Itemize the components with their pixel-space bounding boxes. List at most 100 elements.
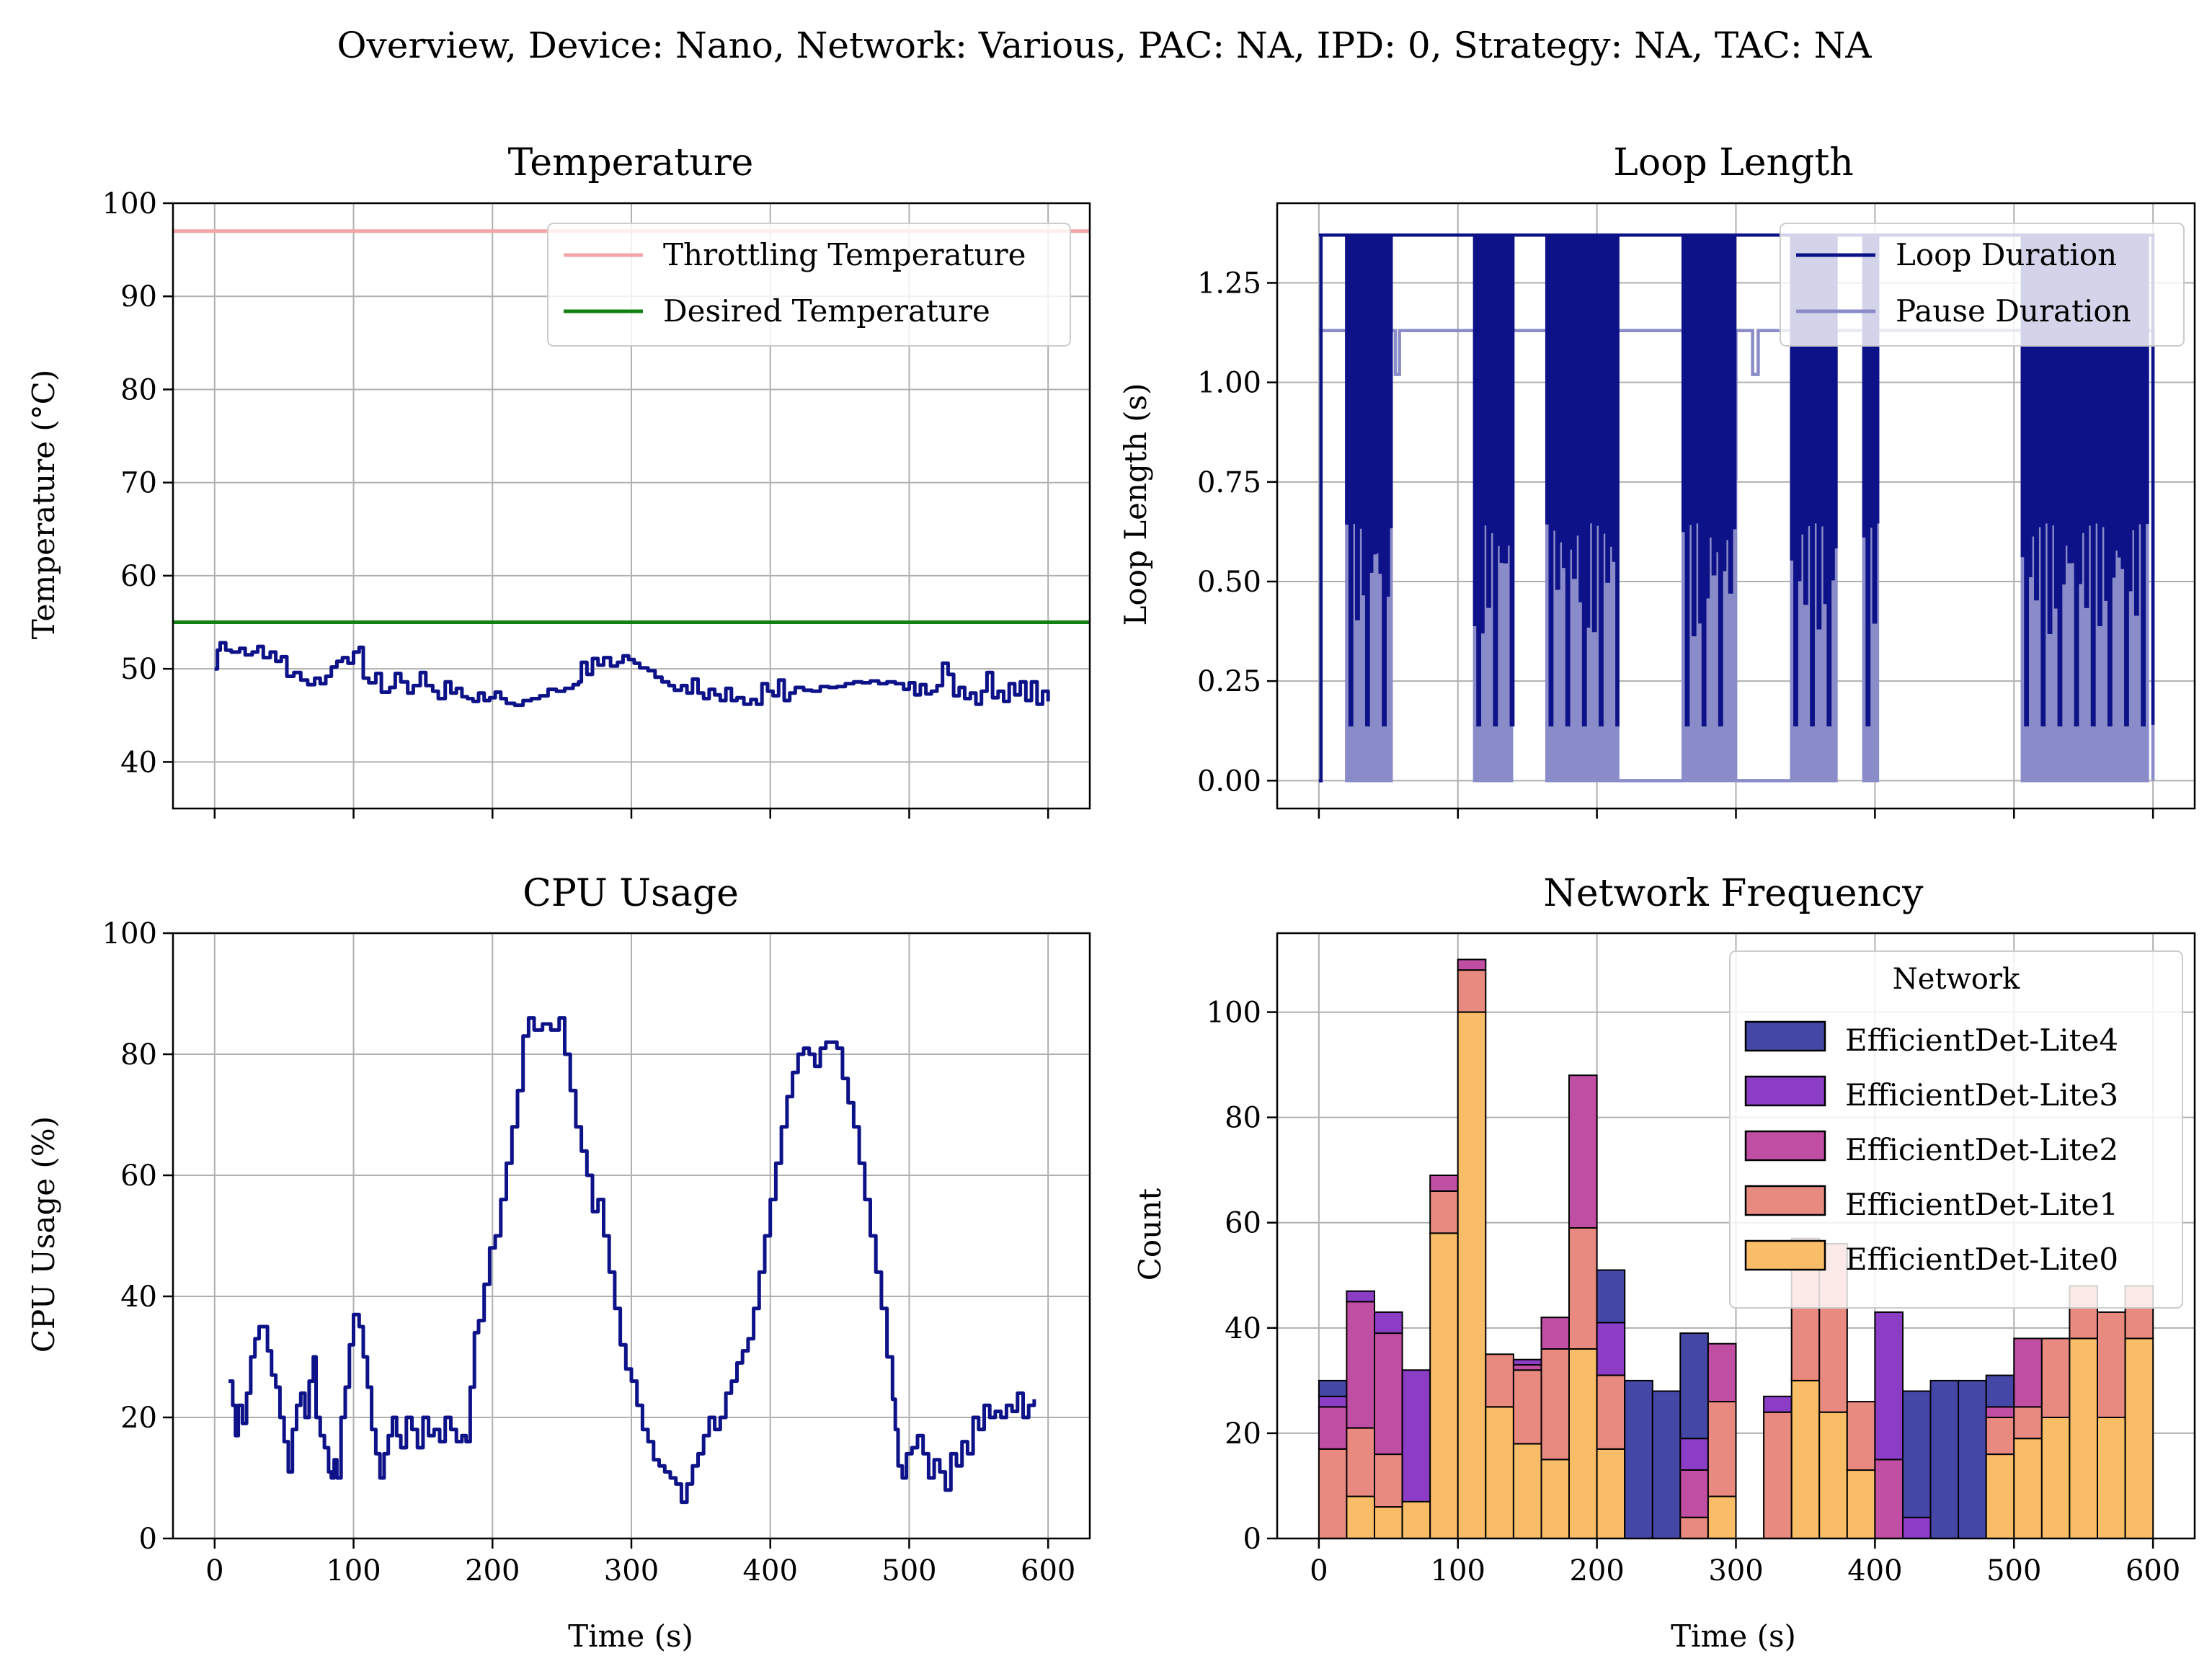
bar-efficientdet-lite3	[1763, 1395, 1793, 1413]
temperature-ytick-label: 50	[120, 653, 157, 686]
network-frequency-xtick-label: 400	[1847, 1554, 1902, 1587]
cpu-usage-xtick-label: 100	[326, 1554, 381, 1587]
network-frequency-ytick-label: 20	[1225, 1417, 1261, 1451]
bar-efficientdet-lite2	[1985, 1406, 2015, 1419]
temperature-ytick-label: 100	[102, 187, 157, 221]
temperature-legend-label: Desired Temperature	[663, 293, 990, 329]
cpu-usage-xlabel: Time (s)	[568, 1618, 693, 1654]
bar-efficientdet-lite4	[1902, 1390, 1932, 1518]
bar-efficientdet-lite2	[1512, 1364, 1542, 1371]
cpu-usage-ytick-label: 80	[120, 1038, 157, 1072]
bar-efficientdet-lite1	[1346, 1427, 1376, 1497]
network-frequency-xlabel: Time (s)	[1671, 1618, 1796, 1654]
bar-efficientdet-lite1	[1679, 1516, 1709, 1538]
bar-efficientdet-lite3	[1346, 1290, 1376, 1303]
bar-efficientdet-lite1	[1846, 1401, 1876, 1471]
cpu-usage-line	[228, 1016, 1036, 1505]
loop-length-ytick-label: 1.25	[1197, 267, 1261, 300]
network-frequency-legend-swatch	[1744, 1020, 1826, 1052]
bar-efficientdet-lite0	[1401, 1500, 1431, 1538]
cpu-usage-ylabel: CPU Usage (%)	[26, 1116, 61, 1353]
temperature-legend: Throttling Temperature Desired Temperatur…	[547, 223, 1071, 347]
bar-efficientdet-lite1	[1485, 1353, 1514, 1408]
network-frequency-plot-area	[1318, 958, 2154, 1538]
temperature-legend-label: Throttling Temperature	[663, 237, 1026, 272]
cpu-usage-ytick-label: 40	[120, 1281, 157, 1314]
network-frequency-legend-title: Network	[1893, 963, 2020, 996]
bar-efficientdet-lite1	[2013, 1406, 2043, 1440]
bar-efficientdet-lite0	[2013, 1438, 2043, 1538]
cpu-usage-ytick-label: 0	[139, 1523, 157, 1556]
bar-efficientdet-lite2	[2013, 1337, 2043, 1408]
cpu-usage-panel: CPU Usage CPU Usage (%) Time (s) 0 100 200…	[26, 872, 1091, 1654]
bar-efficientdet-lite1	[1318, 1448, 1348, 1538]
bar-efficientdet-lite1	[1512, 1369, 1542, 1445]
bar-efficientdet-lite1	[1457, 969, 1487, 1013]
cpu-usage-xtick-label: 500	[881, 1554, 936, 1587]
bar-efficientdet-lite2	[1346, 1301, 1376, 1429]
network-frequency-legend-swatch	[1744, 1075, 1826, 1107]
network-frequency-legend: Network EfficientDet-Lite4 EfficientDet-Li…	[1729, 950, 2183, 1309]
bar-efficientdet-lite0	[1457, 1011, 1487, 1538]
network-frequency-xtick-label: 600	[2126, 1554, 2180, 1587]
bar-efficientdet-lite3	[1512, 1358, 1542, 1366]
cpu-usage-ytick-label: 20	[120, 1402, 157, 1435]
bar-efficientdet-lite2	[1568, 1074, 1598, 1229]
network-frequency-xtick-label: 300	[1708, 1554, 1763, 1587]
loop-length-legend-label: Loop Duration	[1896, 237, 2117, 272]
bar-efficientdet-lite4	[1596, 1269, 1626, 1324]
loop-length-legend-label: Pause Duration	[1896, 293, 2131, 329]
bar-efficientdet-lite1	[1707, 1401, 1737, 1497]
bar-efficientdet-lite1	[1540, 1348, 1571, 1461]
bar-efficientdet-lite4	[1651, 1390, 1682, 1538]
bar-efficientdet-lite0	[1985, 1453, 2015, 1538]
bar-efficientdet-lite2	[1874, 1458, 1904, 1538]
cpu-usage-plot-area	[228, 1016, 1036, 1505]
network-frequency-xtick-label: 0	[1310, 1554, 1328, 1587]
network-frequency-legend-swatch	[1744, 1185, 1826, 1216]
bar-efficientdet-lite1	[1429, 1190, 1459, 1234]
figure-suptitle: Overview, Device: Nano, Network: Various…	[337, 25, 1873, 66]
bar-efficientdet-lite4	[1929, 1379, 1960, 1538]
bar-efficientdet-lite0	[1346, 1495, 1376, 1538]
temperature-ylabel: Temperature (°C)	[26, 370, 61, 639]
network-frequency-title: Network Frequency	[1543, 872, 1924, 915]
bar-efficientdet-lite1	[1763, 1411, 1793, 1538]
temperature-ytick-label: 80	[120, 373, 157, 406]
loop-length-ytick-label: 0.00	[1197, 765, 1261, 798]
cpu-usage-title: CPU Usage	[523, 872, 739, 915]
bar-efficientdet-lite1	[1985, 1417, 2015, 1456]
bar-efficientdet-lite0	[1707, 1495, 1737, 1538]
bar-efficientdet-lite1	[1374, 1453, 1403, 1508]
bar-efficientdet-lite0	[1568, 1348, 1598, 1538]
bar-efficientdet-lite1	[1596, 1374, 1626, 1450]
bar-efficientdet-lite3	[1679, 1438, 1709, 1471]
bar-efficientdet-lite4	[1679, 1332, 1709, 1440]
bar-efficientdet-lite0	[1374, 1506, 1403, 1538]
temperature-ytick-label: 90	[120, 280, 157, 313]
bar-efficientdet-lite2	[1540, 1317, 1571, 1350]
bar-efficientdet-lite0	[1818, 1411, 1848, 1538]
network-frequency-legend-label: EfficientDet-Lite2	[1845, 1132, 2118, 1167]
cpu-usage-xtick-label: 300	[604, 1554, 659, 1587]
bar-efficientdet-lite3	[1596, 1322, 1626, 1376]
bar-efficientdet-lite0	[1790, 1379, 1821, 1538]
network-frequency-ytick-label: 40	[1225, 1312, 1261, 1345]
bar-efficientdet-lite0	[1429, 1232, 1459, 1538]
bar-efficientdet-lite4	[1985, 1374, 2015, 1408]
temperature-ytick-label: 60	[120, 560, 157, 593]
network-frequency-legend-label: EfficientDet-Lite3	[1845, 1077, 2118, 1113]
loop-length-ytick-label: 0.75	[1197, 466, 1261, 499]
bar-efficientdet-lite3	[1374, 1311, 1403, 1335]
bar-efficientdet-lite3	[1318, 1395, 1348, 1408]
network-frequency-legend-swatch	[1744, 1239, 1826, 1271]
network-frequency-ytick-label: 80	[1225, 1102, 1261, 1135]
cpu-usage-ytick-label: 100	[102, 917, 157, 950]
bar-efficientdet-lite0	[2097, 1417, 2126, 1538]
network-frequency-legend-label: EfficientDet-Lite1	[1845, 1187, 2118, 1222]
cpu-usage-xtick-label: 600	[1021, 1554, 1075, 1587]
network-frequency-legend-label: EfficientDet-Lite4	[1845, 1023, 2118, 1058]
loop-length-ylabel: Loop Length (s)	[1118, 383, 1153, 626]
bar-efficientdet-lite1	[2097, 1311, 2126, 1419]
